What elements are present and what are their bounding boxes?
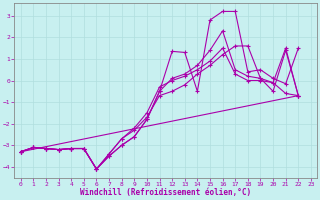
X-axis label: Windchill (Refroidissement éolien,°C): Windchill (Refroidissement éolien,°C)	[80, 188, 252, 197]
